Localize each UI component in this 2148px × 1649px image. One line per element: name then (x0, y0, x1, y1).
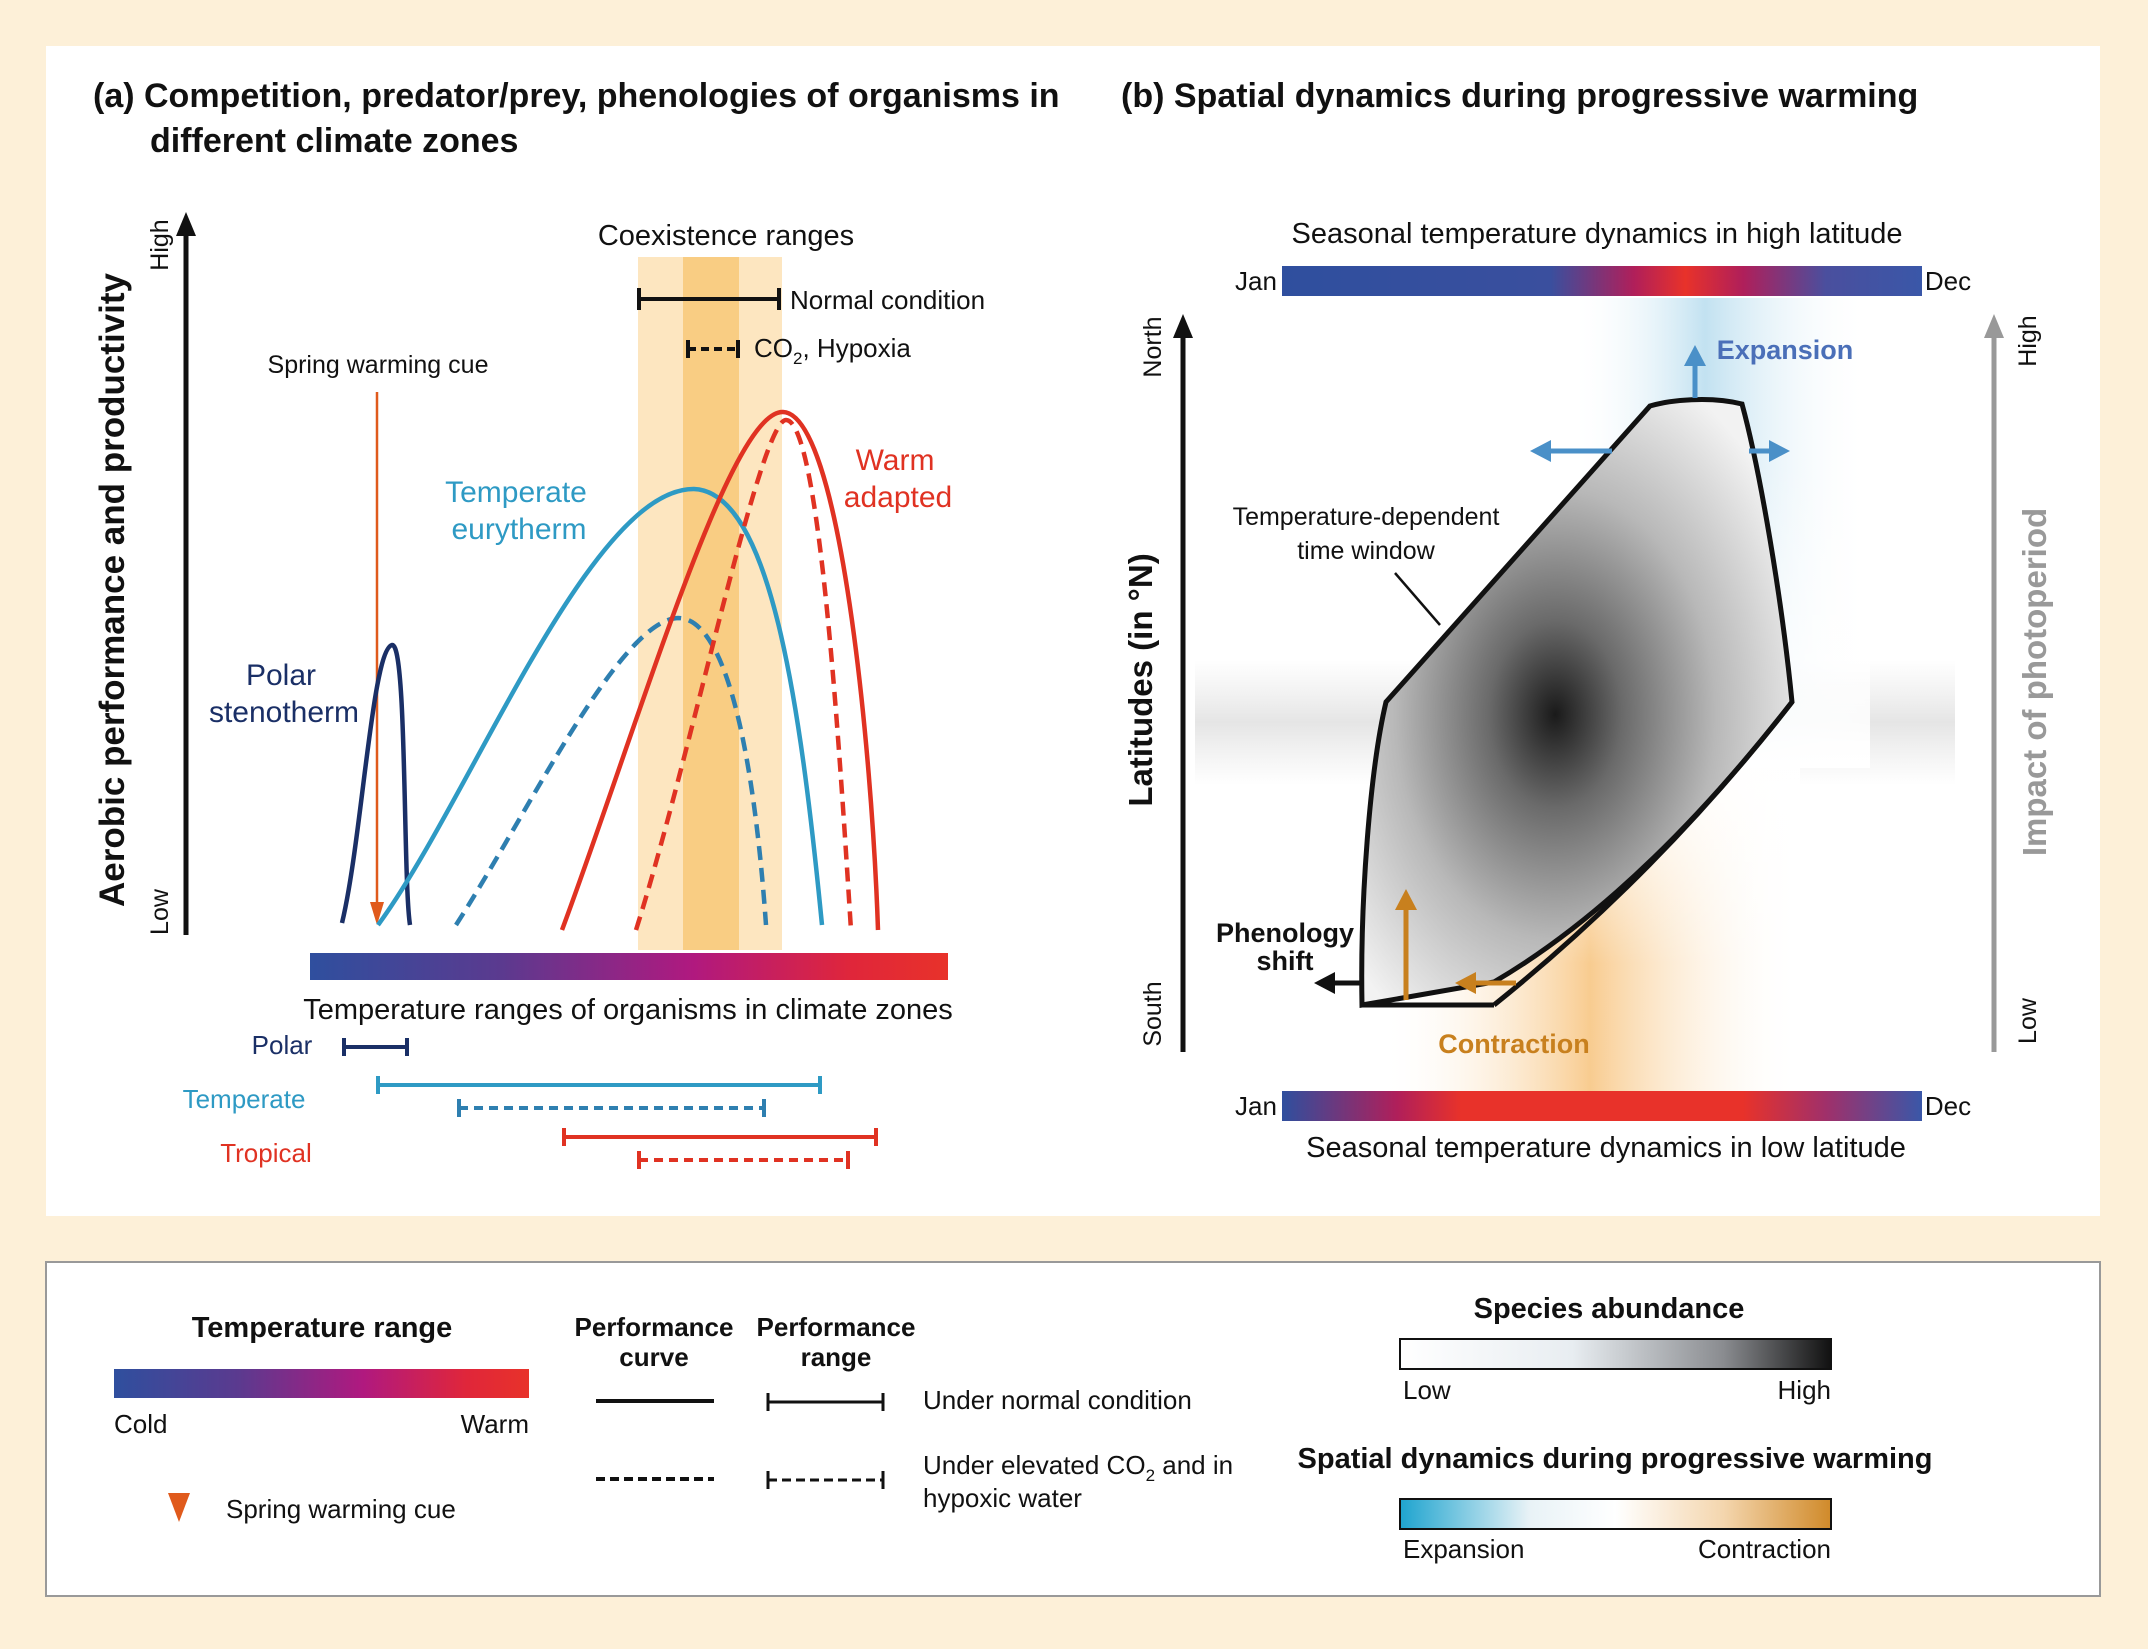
temperature-gradient-bar (310, 953, 948, 980)
warm-adapted-hypoxic-curve (633, 417, 854, 931)
coexistence-band-inner (683, 257, 739, 950)
legend-temperature-range-title: Temperature range (192, 1312, 453, 1344)
legend: Temperature range Cold Warm Spring warmi… (114, 1293, 1932, 1564)
panel-a: (a) Competition, predator/prey, phenolog… (93, 77, 1060, 1169)
polar-stenotherm-label-2: stenotherm (209, 696, 359, 729)
legend-temperature-bar (114, 1369, 529, 1398)
legend-perf-curve-title-2: curve (619, 1342, 688, 1372)
panel-b: (b) Spatial dynamics during progressive … (1121, 77, 2053, 1164)
expansion-arrows (1530, 345, 1790, 462)
warm-adapted-label-1: Warm (856, 444, 935, 477)
co2-hypoxia-label: CO2, Hypoxia (754, 333, 911, 368)
time-window-label-2: time window (1297, 537, 1435, 565)
legend-abundance-high: High (1778, 1375, 1831, 1405)
legend-abundance-low: Low (1403, 1375, 1451, 1405)
warm-adapted-curve (559, 409, 881, 931)
phenology-shift-label-2: shift (1257, 946, 1314, 976)
range-bar-temperate (376, 1076, 822, 1094)
legend-warm: Warm (461, 1409, 529, 1439)
time-window-leader-line (1394, 572, 1441, 626)
top-bar-jan: Jan (1235, 266, 1277, 296)
photoperiod-high: High (2014, 315, 2042, 366)
range-bar-tropical-hypoxic (637, 1151, 850, 1169)
legend-contraction: Contraction (1698, 1534, 1831, 1564)
normal-condition-label: Normal condition (790, 285, 985, 315)
low-latitude-gradient-bar (1282, 1091, 1922, 1121)
latitude-axis-arrowhead (1173, 314, 1193, 338)
latitude-north: North (1139, 316, 1167, 377)
legend-under-elevated-line2: hypoxic water (923, 1483, 1082, 1513)
latitude-axis-label: Latitudes (in °N) (1122, 553, 1159, 806)
phenology-shift-label-1: Phenology (1216, 918, 1354, 948)
contraction-label: Contraction (1438, 1029, 1590, 1059)
co2-hypoxia-bar (686, 340, 740, 358)
high-latitude-caption: Seasonal temperature dynamics in high la… (1292, 218, 1903, 250)
polar-stenotherm-curve (339, 642, 413, 926)
legend-perf-curve-title-1: Performance (575, 1312, 734, 1342)
legend-expansion: Expansion (1403, 1534, 1524, 1564)
legend-solid-range (766, 1393, 885, 1411)
range-bar-temperate-hypoxic (457, 1099, 766, 1117)
expansion-label: Expansion (1717, 335, 1854, 365)
panel-a-y-low: Low (146, 888, 174, 935)
legend-under-elevated-line1: Under elevated CO2 and in (923, 1450, 1233, 1485)
legend-dashed-range (766, 1471, 885, 1489)
panel-a-y-axis-label: Aerobic performance and productivity (93, 272, 132, 907)
polar-stenotherm-label-1: Polar (246, 659, 316, 692)
legend-spatial-bar (1399, 1498, 1832, 1530)
panel-a-y-axis-arrowhead (176, 212, 196, 236)
legend-under-normal: Under normal condition (923, 1385, 1192, 1415)
panel-a-title-line1: (a) Competition, predator/prey, phenolog… (93, 77, 1060, 115)
contraction-arrows (1395, 889, 1516, 1000)
top-bar-dec: Dec (1925, 266, 1971, 296)
spring-warming-cue-arrowhead (370, 902, 384, 925)
latitude-south: South (1139, 981, 1167, 1046)
panel-a-title-line2: different climate zones (150, 122, 518, 160)
legend-cold: Cold (114, 1409, 167, 1439)
legend-species-abundance-title: Species abundance (1474, 1293, 1745, 1325)
normal-condition-bar (637, 288, 781, 310)
time-window-label-1: Temperature-dependent (1233, 503, 1500, 531)
spring-warming-cue-label: Spring warming cue (268, 351, 489, 379)
range-label-polar: Polar (252, 1030, 313, 1060)
coexistence-title: Coexistence ranges (598, 220, 854, 252)
bottom-bar-jan: Jan (1235, 1091, 1277, 1121)
temperate-eurytherm-curve (376, 486, 825, 927)
bottom-bar-dec: Dec (1925, 1091, 1971, 1121)
temperate-eurytherm-label-1: Temperate (445, 476, 587, 509)
temperate-eurytherm-hypoxic-curve (454, 615, 769, 927)
photoperiod-low: Low (2014, 997, 2042, 1044)
legend-spatial-dynamics-title: Spatial dynamics during progressive warm… (1298, 1443, 1933, 1475)
legend-panel (45, 1261, 2101, 1597)
legend-spring-cue-label: Spring warming cue (226, 1494, 456, 1524)
range-label-tropical: Tropical (220, 1138, 312, 1168)
legend-perf-range-title-2: range (801, 1342, 872, 1372)
photoperiod-axis-label: Impact of photoperiod (2016, 508, 2053, 856)
legend-perf-range-title-1: Performance (757, 1312, 916, 1342)
panel-a-y-high: High (146, 219, 174, 270)
panel-b-title: (b) Spatial dynamics during progressive … (1121, 77, 1918, 115)
range-bar-tropical (562, 1128, 878, 1146)
time-window-lower-edge (1492, 700, 1794, 1007)
legend-abundance-bar (1399, 1338, 1832, 1370)
range-bar-polar (342, 1038, 409, 1056)
temperature-ranges-caption: Temperature ranges of organisms in clima… (303, 994, 953, 1026)
warm-adapted-label-2: adapted (844, 481, 952, 514)
temperate-eurytherm-label-2: eurytherm (451, 513, 586, 546)
low-latitude-caption: Seasonal temperature dynamics in low lat… (1306, 1132, 1906, 1164)
high-latitude-gradient-bar (1282, 266, 1922, 296)
range-label-temperate: Temperate (183, 1084, 306, 1114)
phenology-shift-arrow (1314, 972, 1360, 994)
legend-spring-cue-icon (168, 1493, 190, 1522)
photoperiod-axis-arrowhead (1984, 314, 2004, 338)
